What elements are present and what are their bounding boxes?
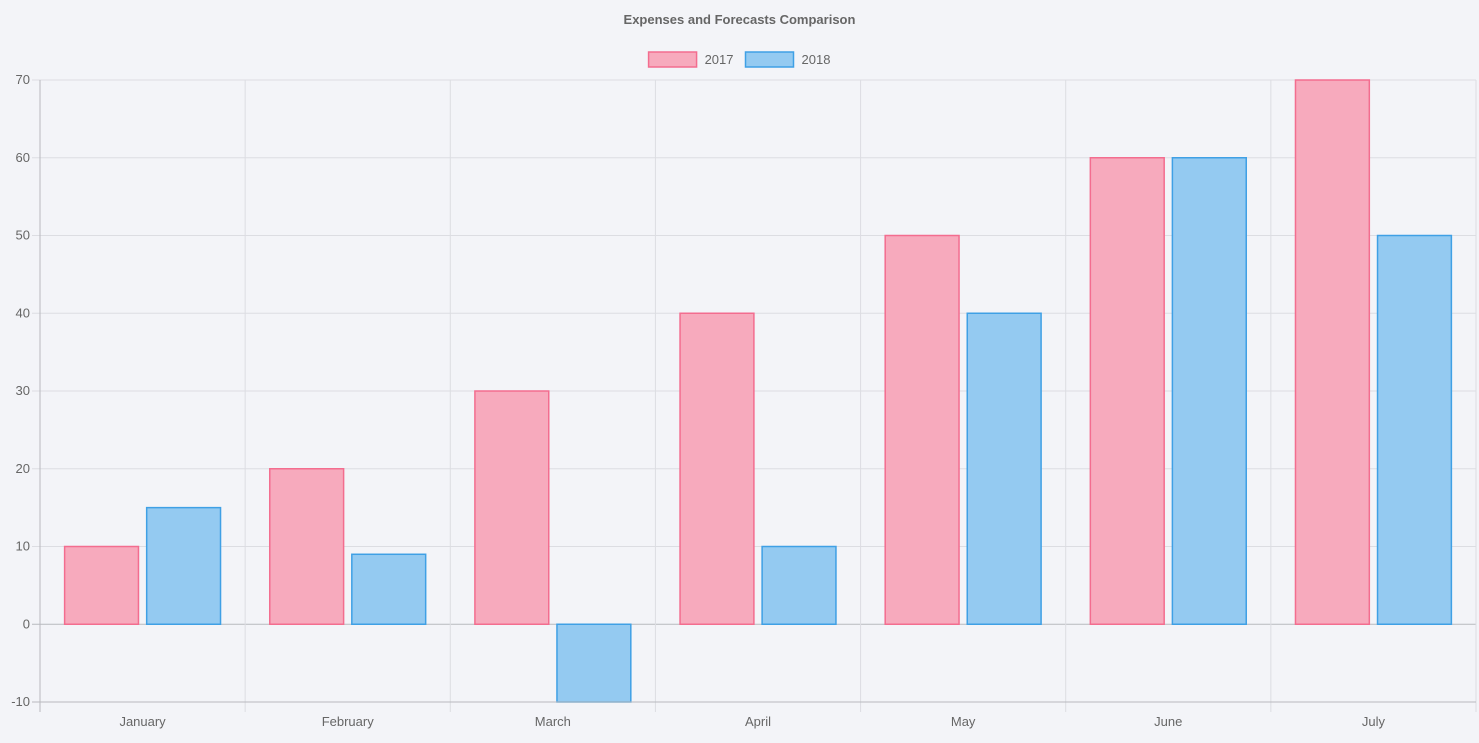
- bar-2017-july[interactable]: [1294, 79, 1371, 625]
- legend-label: 2018: [802, 52, 831, 67]
- y-tick-label: 40: [16, 305, 30, 320]
- axes: [32, 80, 1476, 712]
- x-tick-label: April: [745, 714, 771, 729]
- y-axis-ticks: -10 0 10 20 30 40 50 60 70: [11, 72, 30, 709]
- legend[interactable]: 2017 2018: [647, 51, 831, 68]
- x-axis-ticks: January February March April May June July: [119, 714, 1385, 729]
- bar-2018-july[interactable]: [1376, 234, 1453, 625]
- legend-item-2018[interactable]: 2018: [744, 51, 831, 68]
- y-tick-label: 10: [16, 539, 30, 554]
- bar-2018-march[interactable]: [556, 623, 632, 703]
- x-tick-label: March: [535, 714, 571, 729]
- legend-swatch: [647, 51, 698, 68]
- x-tick-label: July: [1362, 714, 1386, 729]
- y-tick-label: 60: [16, 150, 30, 165]
- y-tick-label: 0: [23, 616, 30, 631]
- x-tick-label: May: [951, 714, 976, 729]
- x-tick-label: June: [1154, 714, 1182, 729]
- bar-2017-may[interactable]: [884, 234, 960, 625]
- bar-2018-june[interactable]: [1171, 157, 1247, 625]
- y-tick-label: 50: [16, 228, 30, 243]
- chart-title: Expenses and Forecasts Comparison: [624, 12, 856, 27]
- bar-2018-january[interactable]: [145, 506, 222, 625]
- y-tick-label: 70: [16, 72, 30, 87]
- bar-2017-february[interactable]: [269, 468, 345, 625]
- bar-2017-march[interactable]: [474, 390, 550, 625]
- y-tick-label: 20: [16, 461, 30, 476]
- x-tick-label: January: [119, 714, 166, 729]
- y-tick-label: 30: [16, 383, 30, 398]
- bar-2017-april[interactable]: [679, 312, 755, 625]
- bars: [63, 79, 1453, 703]
- bar-2018-april[interactable]: [761, 545, 837, 625]
- x-tick-label: February: [322, 714, 375, 729]
- legend-swatch: [744, 51, 795, 68]
- legend-item-2017[interactable]: 2017: [647, 51, 734, 68]
- y-tick-label: -10: [11, 694, 30, 709]
- bar-2017-june[interactable]: [1089, 157, 1165, 625]
- bar-2018-may[interactable]: [966, 312, 1042, 625]
- bar-2017-january[interactable]: [63, 545, 140, 625]
- legend-label: 2017: [705, 52, 734, 67]
- bar-2018-february[interactable]: [351, 553, 427, 626]
